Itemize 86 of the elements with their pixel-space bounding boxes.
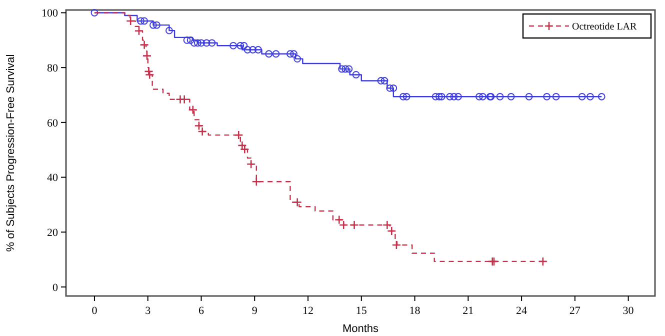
point	[507, 92, 515, 100]
point	[234, 130, 244, 140]
point	[140, 17, 148, 25]
point	[338, 65, 346, 73]
y-tick-label: 60	[47, 117, 58, 130]
point	[166, 26, 173, 34]
point	[475, 92, 483, 100]
point	[238, 140, 247, 150]
point	[352, 71, 360, 78]
point	[525, 92, 533, 100]
point	[438, 92, 446, 100]
point	[390, 84, 398, 92]
point	[142, 51, 152, 60]
x-tick-label: 27	[569, 305, 581, 317]
point	[538, 256, 548, 266]
point	[496, 92, 504, 100]
x-tick-label: 21	[462, 305, 474, 317]
point	[230, 42, 237, 50]
point	[208, 39, 216, 47]
point	[386, 84, 394, 92]
point	[265, 50, 273, 58]
point	[188, 105, 198, 114]
point	[543, 92, 551, 100]
x-tick-label: 24	[516, 305, 528, 317]
y-tick-label: 20	[47, 226, 58, 239]
point	[342, 65, 350, 73]
point	[435, 92, 443, 100]
x-tick-label: 0	[92, 305, 98, 317]
point	[180, 94, 189, 104]
point	[400, 92, 407, 100]
x-tick-label: 15	[356, 305, 368, 317]
x-tick-label: 3	[145, 305, 152, 317]
point	[446, 92, 454, 100]
point	[294, 55, 302, 63]
point	[153, 21, 160, 29]
point	[236, 42, 244, 50]
point	[479, 92, 486, 100]
point	[345, 65, 353, 73]
point	[392, 240, 402, 250]
legend-label: Octreotide LAR	[572, 22, 638, 32]
point	[286, 50, 294, 58]
point	[140, 40, 149, 50]
point	[90, 9, 98, 16]
point	[137, 17, 144, 25]
point	[272, 50, 280, 58]
x-tick-label: 18	[409, 305, 421, 317]
point	[198, 39, 205, 47]
point	[578, 92, 586, 100]
point	[202, 39, 210, 47]
point	[432, 92, 440, 100]
y-tick-label: 0	[52, 282, 58, 294]
point	[586, 92, 594, 100]
y-tick-label: 80	[47, 62, 58, 74]
point	[292, 198, 302, 207]
point	[144, 66, 154, 76]
point	[450, 92, 458, 100]
y-tick-label: 40	[47, 172, 58, 184]
point	[183, 36, 191, 44]
x-axis-title: Months	[342, 323, 380, 335]
x-tick-label: 30	[622, 305, 634, 317]
point	[252, 177, 262, 186]
x-tick-label: 6	[198, 305, 204, 317]
point	[194, 39, 202, 47]
point	[244, 46, 252, 54]
point	[377, 77, 385, 84]
point	[254, 46, 262, 54]
y-tick-label: 100	[42, 8, 58, 20]
point	[598, 92, 606, 100]
x-tick-label: 12	[302, 305, 314, 317]
point	[350, 220, 359, 230]
x-tick-label: 9	[252, 305, 258, 317]
point	[246, 159, 256, 169]
point	[149, 21, 157, 29]
point	[144, 70, 154, 80]
point	[190, 39, 198, 47]
point	[186, 36, 194, 44]
point	[380, 77, 388, 84]
point	[290, 50, 298, 58]
point	[249, 46, 257, 54]
point	[454, 92, 462, 100]
point	[402, 92, 410, 100]
point	[240, 42, 248, 50]
point	[126, 16, 136, 26]
y-axis-title: % of Subjects Progression-Free Survival	[5, 54, 17, 252]
point	[552, 92, 560, 100]
point	[134, 26, 144, 36]
